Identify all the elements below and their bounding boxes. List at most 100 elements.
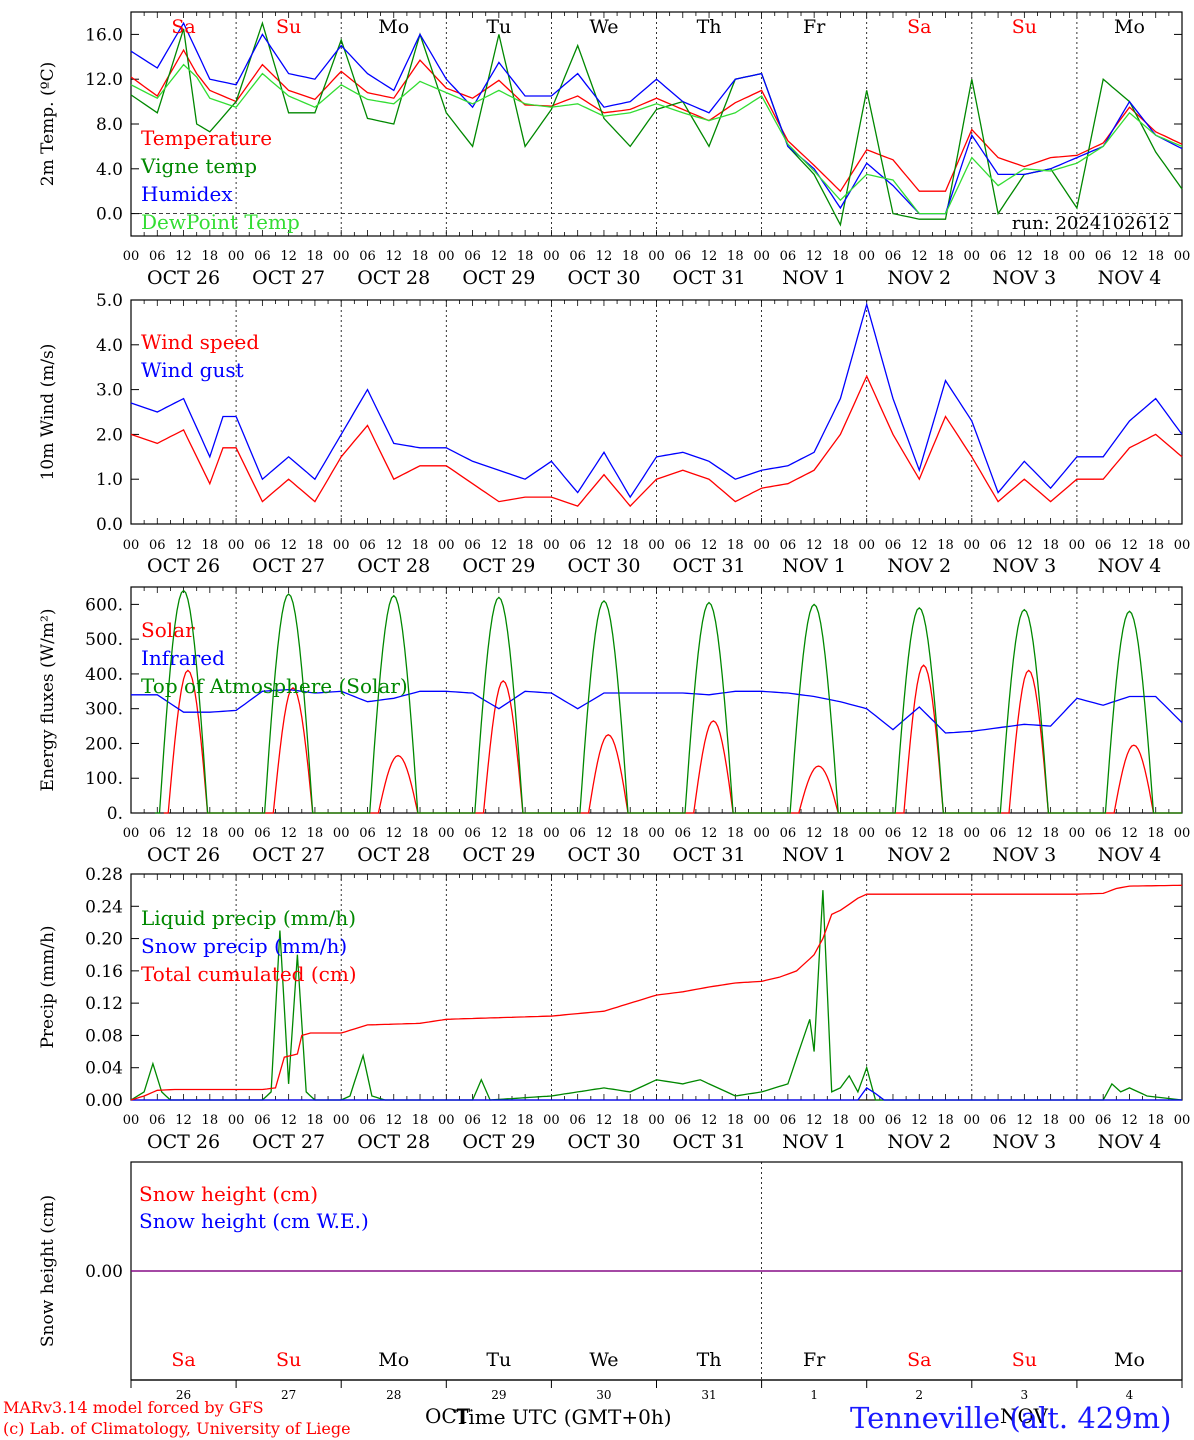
hour-label: 00 xyxy=(1174,249,1191,264)
legend-entry: Wind gust xyxy=(141,358,244,382)
hour-label: 12 xyxy=(1121,538,1138,553)
hour-label: 06 xyxy=(990,826,1007,841)
weekday-label-bottom: Sa xyxy=(171,1349,195,1371)
hour-label: 18 xyxy=(412,1113,429,1128)
hour-label: 00 xyxy=(964,249,981,264)
hour-label: 18 xyxy=(307,249,324,264)
hour-label: 00 xyxy=(123,249,140,264)
footer-lab-credit: (c) Lab. of Climatology, University of L… xyxy=(3,1419,351,1438)
series-line xyxy=(131,1087,1182,1101)
x-axis-title: Time UTC (GMT+0h) xyxy=(455,1405,672,1429)
date-label: NOV 1 xyxy=(782,844,846,866)
series-line xyxy=(130,302,1183,499)
hour-label: 06 xyxy=(254,249,271,264)
hour-label: 00 xyxy=(438,1113,455,1128)
hour-label: 06 xyxy=(675,826,692,841)
panel-3: 0. 100. 200. 300. 400. 500. 600. Energy fluxes … xyxy=(38,586,1190,866)
panel-2: 0.0 1.0 2.0 3.0 4.0 5.0 10m Wind (m/s) Wind spe… xyxy=(38,291,1190,577)
hour-label: 18 xyxy=(937,249,954,264)
hour-label: 06 xyxy=(359,826,376,841)
date-label: OCT 26 xyxy=(147,1131,220,1153)
hour-label: 00 xyxy=(333,538,350,553)
weekday-label: Th xyxy=(697,16,722,38)
hour-label: 18 xyxy=(622,826,639,841)
hour-label: 12 xyxy=(280,249,297,264)
hour-label: 12 xyxy=(806,249,823,264)
date-label: OCT 30 xyxy=(567,1131,640,1153)
date-label: NOV 4 xyxy=(1098,844,1162,866)
hour-label: 18 xyxy=(202,1113,219,1128)
hour-label: 00 xyxy=(228,538,245,553)
y-tick-label: 0.0 xyxy=(96,205,123,225)
month-label: NOV xyxy=(1000,1404,1049,1428)
hour-label: 12 xyxy=(385,1113,402,1128)
y-tick-label: 100. xyxy=(85,769,123,789)
date-label: OCT 31 xyxy=(673,844,746,866)
hour-label: 06 xyxy=(1095,1113,1112,1128)
weekday-label-bottom: Mo xyxy=(378,1349,409,1371)
series-line xyxy=(130,374,1183,508)
date-label: OCT 30 xyxy=(567,844,640,866)
y-tick-label: 8.0 xyxy=(96,115,123,135)
hour-label: 18 xyxy=(937,1113,954,1128)
hour-label: 06 xyxy=(569,1113,586,1128)
date-label: NOV 2 xyxy=(887,1131,951,1153)
date-label: NOV 4 xyxy=(1098,1131,1162,1153)
hour-label: 06 xyxy=(990,538,1007,553)
weekday-label-bottom: We xyxy=(589,1349,618,1371)
hour-label: 18 xyxy=(517,538,534,553)
hour-label: 12 xyxy=(911,1113,928,1128)
hour-label: 00 xyxy=(228,1113,245,1128)
hour-label: 06 xyxy=(885,826,902,841)
day-number: 27 xyxy=(281,1388,296,1402)
hour-label: 00 xyxy=(964,1113,981,1128)
hour-label: 12 xyxy=(1016,826,1033,841)
y-tick-label: 200. xyxy=(85,734,123,754)
hour-label: 12 xyxy=(491,538,508,553)
legend-entry: Snow height (cm) xyxy=(139,1182,318,1206)
hour-label: 12 xyxy=(701,826,718,841)
hour-label: 06 xyxy=(149,538,166,553)
hour-label: 00 xyxy=(858,249,875,264)
hour-label: 06 xyxy=(569,538,586,553)
hour-label: 12 xyxy=(806,1113,823,1128)
hour-label: 00 xyxy=(648,249,665,264)
hour-label: 00 xyxy=(333,1113,350,1128)
hour-label: 06 xyxy=(254,826,271,841)
hour-label: 18 xyxy=(727,249,744,264)
legend-entry: Humidex xyxy=(141,182,233,206)
date-label: OCT 29 xyxy=(462,1131,535,1153)
month-label: OCT xyxy=(425,1404,471,1428)
hour-label: 18 xyxy=(937,826,954,841)
hour-label: 12 xyxy=(385,826,402,841)
hour-label: 12 xyxy=(1121,249,1138,264)
weekday-label-bottom: Tu xyxy=(486,1349,511,1371)
hour-label: 06 xyxy=(990,1113,1007,1128)
hour-label: 06 xyxy=(675,538,692,553)
y-tick-label: 0.0 xyxy=(96,515,123,535)
hour-label: 06 xyxy=(569,826,586,841)
day-number: 26 xyxy=(176,1388,191,1402)
y-axis-label: Precip (mm/h) xyxy=(38,925,58,1048)
date-label: OCT 30 xyxy=(567,267,640,289)
day-number: 3 xyxy=(1021,1388,1029,1402)
date-label: OCT 29 xyxy=(462,844,535,866)
y-tick-label: 0.24 xyxy=(85,897,123,917)
hour-label: 00 xyxy=(438,826,455,841)
date-label: OCT 31 xyxy=(673,555,746,577)
hour-label: 12 xyxy=(911,538,928,553)
hour-label: 06 xyxy=(464,826,481,841)
hour-label: 00 xyxy=(123,538,140,553)
date-label: NOV 4 xyxy=(1098,267,1162,289)
hour-label: 12 xyxy=(596,249,613,264)
hour-label: 00 xyxy=(438,249,455,264)
hour-label: 06 xyxy=(359,249,376,264)
hour-label: 12 xyxy=(175,1113,192,1128)
series-line xyxy=(155,589,1182,814)
hour-label: 06 xyxy=(780,826,797,841)
hour-label: 18 xyxy=(1147,249,1164,264)
y-tick-label: 16.0 xyxy=(85,25,123,45)
hour-label: 18 xyxy=(517,1113,534,1128)
legend-entry: Total cumulated (cm) xyxy=(141,962,357,986)
